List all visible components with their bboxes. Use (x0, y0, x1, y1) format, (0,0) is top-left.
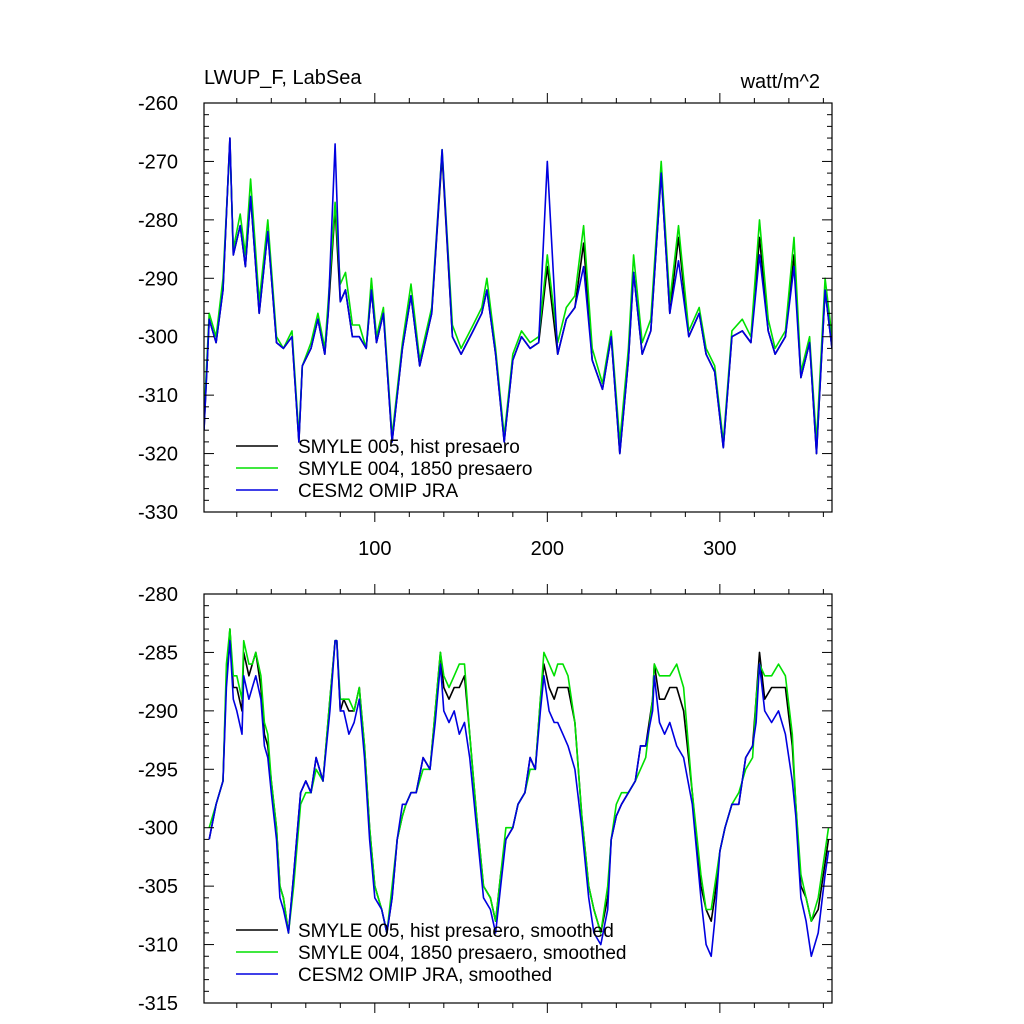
y-tick-label: -290 (138, 701, 178, 723)
plot-area: -315 -310 -305 -300 -295 -290 -285 -280 SMYLE 00… (138, 584, 833, 1015)
series-group (204, 137, 832, 455)
plot-frame (203, 593, 833, 1004)
x-tick-label: 100 (358, 538, 391, 560)
y-tick-label: -295 (138, 759, 178, 781)
plot-area: -330 -320 -310 -300 -290 -280 -270 -260 100 200 30… (138, 93, 833, 560)
y-tick-label: -300 (138, 818, 178, 840)
y-tick-label: -260 (138, 93, 178, 115)
y-tick-label: -280 (138, 584, 178, 606)
y-tick-label: -315 (138, 993, 178, 1015)
legend-label-1: SMYLE 004, 1850 presaero (298, 459, 533, 480)
panel-title: LWUP_F, LabSea (204, 67, 362, 89)
legend-label-0: SMYLE 005, hist presaero (298, 437, 520, 458)
legend-label-1: SMYLE 004, 1850 presaero, smoothed (298, 943, 626, 964)
series-group (208, 628, 830, 958)
legend-label-2: CESM2 OMIP JRA (298, 481, 458, 502)
y-tick-label: -300 (138, 327, 178, 349)
plot-frame (203, 102, 833, 513)
y-tick-label: -305 (138, 876, 178, 898)
series-line-2 (208, 639, 830, 958)
y-tick-label: -320 (138, 444, 178, 466)
y-tick-label: -290 (138, 268, 178, 290)
x-tick-label: 200 (531, 538, 564, 560)
legend: SMYLE 005, hist presaero, smoothedSMYLE … (236, 921, 626, 986)
legend-label-2: CESM2 OMIP JRA, smoothed (298, 965, 552, 986)
panel-top: LWUP_F, LabSea watt/m^2 -330 -320 -310 -300… (138, 67, 833, 560)
y-tick-label: -310 (138, 385, 178, 407)
panel-bottom: -315 -310 -305 -300 -295 -290 -285 -280 SMYLE 00… (138, 584, 833, 1015)
y-tick-label: -310 (138, 935, 178, 957)
series-line-2 (204, 137, 832, 455)
legend-label-0: SMYLE 005, hist presaero, smoothed (298, 921, 614, 942)
units-label: watt/m^2 (740, 71, 820, 93)
y-tick-label: -280 (138, 210, 178, 232)
y-tick-label: -285 (138, 642, 178, 664)
y-tick-label: -270 (138, 151, 178, 173)
x-tick-label: 300 (703, 538, 736, 560)
y-tick-label: -330 (138, 502, 178, 524)
